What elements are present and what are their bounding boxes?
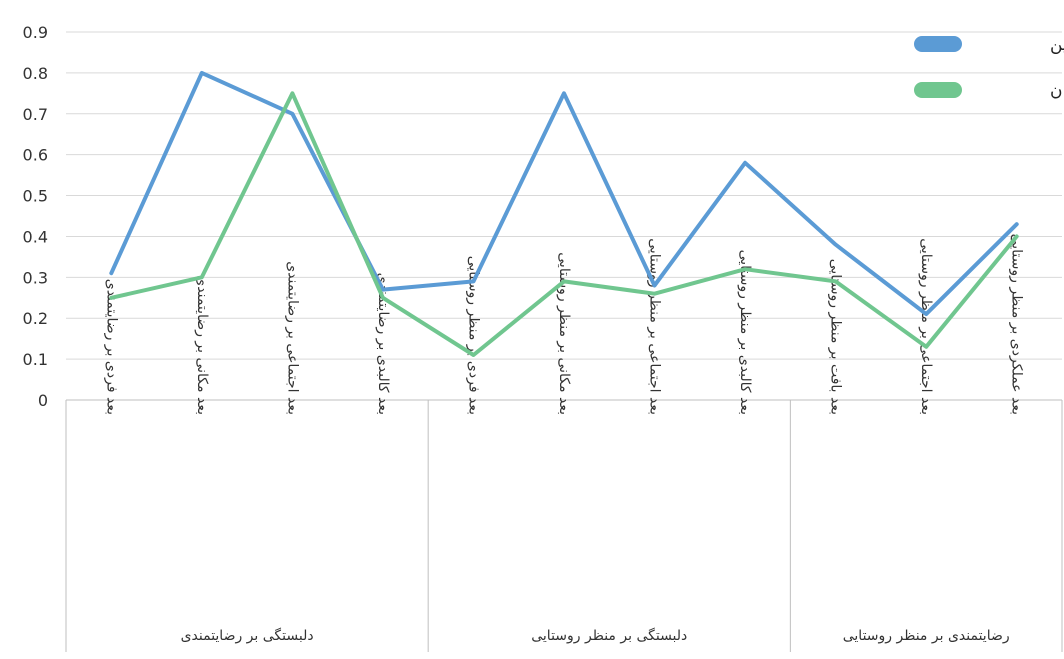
x-tick-label: بعد بافت بر منظر روستایی bbox=[828, 259, 844, 415]
legend: ساکنین گردشگران bbox=[914, 35, 1064, 101]
x-tick-label: بعد فردی بر منظر روستایی bbox=[465, 256, 481, 415]
y-tick-label: 0 bbox=[38, 391, 48, 410]
series-line-1 bbox=[109, 70, 1019, 317]
x-tick-label: بعد اجتماعی بر منظر روستایی bbox=[647, 238, 663, 415]
x-tick-label: بعد اجتماعی بر رضایتمندی bbox=[284, 261, 300, 415]
x-tick-label: بعد مکانی بر منظر روستایی bbox=[556, 252, 572, 415]
gridlines bbox=[66, 31, 1062, 360]
x-group-label: دلبستگی بر رضایتمندی bbox=[181, 627, 314, 644]
y-tick-label: 0.6 bbox=[23, 146, 48, 165]
x-tick-label: بعد کالبدی بر منظر روستایی bbox=[737, 250, 753, 415]
y-tick-label: 0.7 bbox=[23, 105, 48, 124]
x-tick-label: بعد کالبدی بر رضایتمندی bbox=[375, 273, 391, 415]
y-tick-label: 0.2 bbox=[23, 309, 48, 328]
y-tick-label: 0.9 bbox=[23, 23, 48, 42]
y-tick-label: 0.8 bbox=[23, 64, 48, 83]
y-tick-label: 0.3 bbox=[23, 268, 48, 287]
legend-label: ساکنین bbox=[1050, 35, 1064, 55]
series-line-2 bbox=[109, 91, 1019, 357]
y-tick-label: 0.4 bbox=[23, 227, 48, 246]
x-group-label: رضایتمندی بر منظر روستایی bbox=[843, 628, 1010, 644]
y-tick-label: 0.5 bbox=[23, 187, 48, 206]
legend-swatch bbox=[914, 36, 962, 52]
x-axis: دلبستگی بر رضایتمندی دلبستگی بر منظر روست… bbox=[65, 234, 1063, 652]
x-tick-label: بعد اجتماعی بر منظر روستایی bbox=[918, 238, 934, 415]
x-tick-label: بعد فردی بر رضایتمندی bbox=[103, 279, 119, 415]
series-lines bbox=[109, 70, 1019, 357]
y-axis-ticks: 0 0.1 0.2 0.3 0.4 0.5 0.6 0.7 0.8 0.9 bbox=[23, 23, 48, 410]
y-tick-label: 0.1 bbox=[23, 350, 48, 369]
x-tick-label: بعد عملکردی بر منظر روستایی bbox=[1009, 234, 1025, 415]
x-group-label: دلبستگی بر منظر روستایی bbox=[531, 627, 687, 644]
x-tick-label: بعد مکانی بر رضایتمندی bbox=[194, 275, 210, 415]
legend-label: گردشگران bbox=[1050, 80, 1064, 101]
legend-swatch bbox=[914, 82, 962, 98]
